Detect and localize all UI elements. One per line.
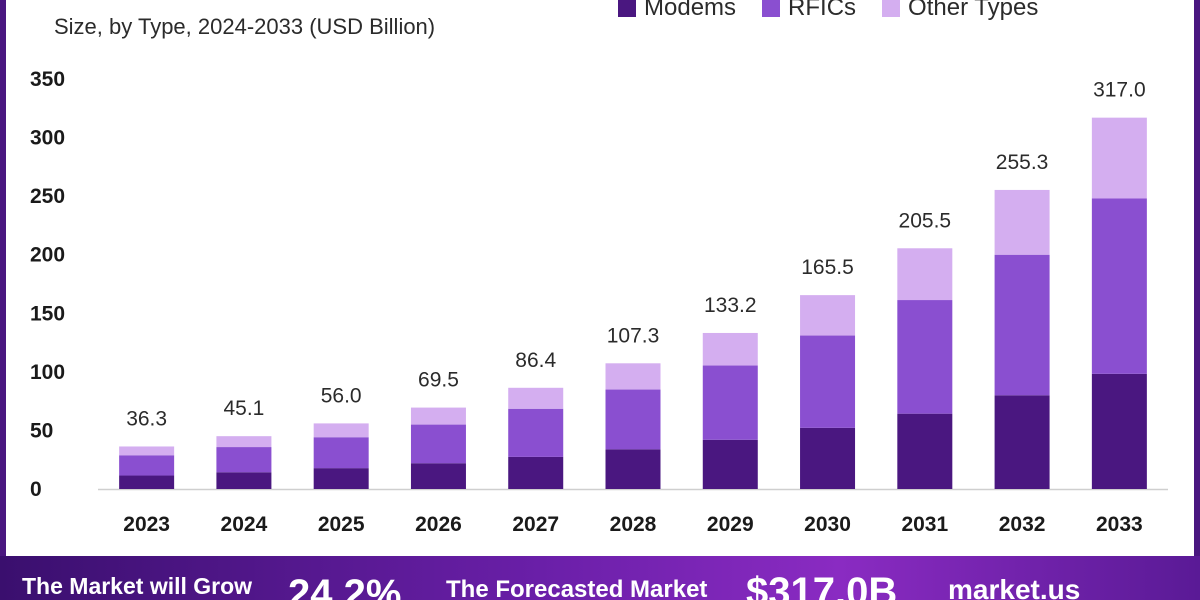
footer-grow-text: The Market will Grow bbox=[22, 573, 253, 599]
y-tick-label: 200 bbox=[30, 244, 65, 267]
bar-segment-modems bbox=[800, 427, 856, 489]
bar-total-label: 86.4 bbox=[515, 349, 556, 372]
bar-segment-other-types bbox=[800, 295, 856, 336]
footer-brand: market.us bbox=[948, 574, 1081, 600]
x-tick-label: 2027 bbox=[512, 513, 559, 536]
bar-segment-rfics bbox=[313, 437, 369, 469]
bar-segment-other-types bbox=[605, 363, 661, 390]
legend-label-rfics: RFICs bbox=[788, 0, 857, 21]
bar-segment-rfics bbox=[800, 335, 856, 428]
y-tick-label: 250 bbox=[30, 185, 65, 208]
x-tick-label: 2032 bbox=[999, 513, 1046, 536]
bar-total-label: 36.3 bbox=[126, 407, 167, 430]
bar-total-label: 133.2 bbox=[704, 294, 757, 317]
bar-segment-other-types bbox=[702, 332, 758, 366]
bar-segment-rfics bbox=[119, 455, 175, 476]
bar-segment-other-types bbox=[508, 387, 564, 409]
legend-swatch-modems bbox=[618, 0, 636, 17]
y-tick-label: 150 bbox=[30, 302, 65, 325]
left-accent-bar bbox=[0, 0, 6, 560]
bar-segment-modems bbox=[897, 413, 953, 489]
y-tick-label: 300 bbox=[30, 127, 65, 150]
bar-total-label: 205.5 bbox=[899, 209, 952, 232]
bar-segment-modems bbox=[994, 395, 1050, 489]
footer-forecast-value: $317.0B bbox=[746, 570, 898, 600]
x-tick-label: 2028 bbox=[610, 513, 657, 536]
x-tick-label: 2030 bbox=[804, 513, 851, 536]
bar-segment-other-types bbox=[313, 423, 369, 438]
right-accent-bar bbox=[1194, 0, 1200, 560]
bar-segment-modems bbox=[605, 449, 661, 489]
x-tick-label: 2026 bbox=[415, 513, 462, 536]
y-tick-label: 100 bbox=[30, 361, 65, 384]
bar-segment-modems bbox=[508, 456, 564, 489]
bar-segment-other-types bbox=[216, 436, 272, 448]
bar-segment-modems bbox=[313, 468, 369, 489]
footer-cagr-value: 24.2% bbox=[288, 572, 402, 600]
bar-segment-other-types bbox=[1091, 117, 1147, 199]
legend-swatch-other-types bbox=[882, 0, 901, 17]
bar-segment-modems bbox=[216, 472, 272, 489]
bar-segment-modems bbox=[119, 475, 175, 489]
legend-item-other-types: Other Types bbox=[882, 0, 1038, 22]
footer-banner: The Market will Grow 24.2% The Forecaste… bbox=[0, 556, 1200, 600]
bar-segment-other-types bbox=[897, 248, 953, 301]
bar-segment-other-types bbox=[994, 189, 1050, 255]
bar-segment-rfics bbox=[410, 424, 466, 464]
bar-total-label: 107.3 bbox=[607, 324, 660, 347]
bar-segment-modems bbox=[702, 439, 758, 489]
bar-segment-rfics bbox=[897, 300, 953, 414]
footer-forecast-text: The Forecasted Market bbox=[446, 576, 708, 600]
bar-total-label: 69.5 bbox=[418, 369, 459, 392]
bar-segment-rfics bbox=[702, 365, 758, 440]
bar-segment-rfics bbox=[508, 408, 564, 457]
y-tick-label: 0 bbox=[30, 478, 42, 501]
y-tick-label: 50 bbox=[30, 419, 53, 442]
bar-total-label: 165.5 bbox=[801, 256, 854, 279]
x-tick-label: 2024 bbox=[221, 513, 268, 536]
legend-swatch-rfics bbox=[762, 0, 781, 17]
bar-total-label: 317.0 bbox=[1093, 79, 1146, 102]
x-tick-label: 2023 bbox=[123, 513, 170, 536]
legend-item-rfics: RFICs bbox=[762, 0, 856, 22]
legend-label-other-types: Other Types bbox=[908, 0, 1039, 21]
bar-segment-rfics bbox=[1091, 198, 1147, 374]
y-tick-label: 350 bbox=[30, 68, 65, 91]
bar-total-label: 45.1 bbox=[223, 397, 264, 420]
legend-item-modems: Modems bbox=[618, 0, 736, 22]
bar-total-label: 56.0 bbox=[321, 384, 362, 407]
chart-subtitle: Size, by Type, 2024-2033 (USD Billion) bbox=[54, 14, 436, 39]
x-tick-label: 2029 bbox=[707, 513, 754, 536]
legend-label-modems: Modems bbox=[644, 0, 737, 21]
bar-segment-modems bbox=[1091, 373, 1147, 489]
bar-total-label: 255.3 bbox=[996, 151, 1049, 174]
bar-segment-modems bbox=[410, 463, 466, 489]
stacked-bar-chart: 0 50 100 150 200 250 300 350 36.3 2023 45.1 2024 56.… bbox=[30, 68, 1168, 536]
bar-segment-other-types bbox=[119, 446, 175, 456]
x-tick-label: 2031 bbox=[901, 513, 948, 536]
x-tick-label: 2025 bbox=[318, 513, 365, 536]
bar-segment-rfics bbox=[605, 389, 661, 450]
bar-segment-other-types bbox=[410, 407, 466, 425]
chart-legend: Modems RFICs Other Types bbox=[618, 0, 1038, 22]
bar-segment-rfics bbox=[216, 447, 272, 473]
x-tick-label: 2033 bbox=[1096, 513, 1143, 536]
bar-segment-rfics bbox=[994, 254, 1050, 396]
